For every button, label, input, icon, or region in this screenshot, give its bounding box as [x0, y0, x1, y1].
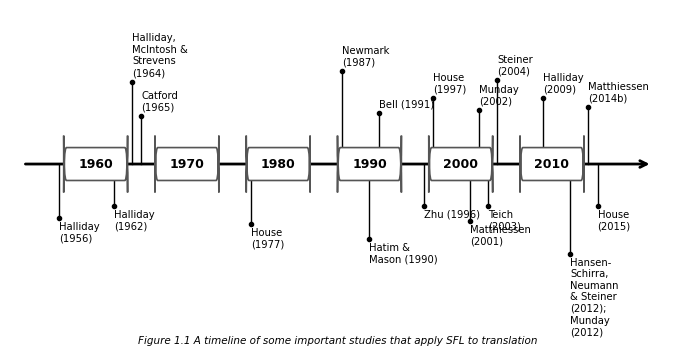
Text: Halliday
(1956): Halliday (1956)	[59, 222, 100, 243]
Text: Teich
(2003): Teich (2003)	[488, 210, 521, 231]
FancyBboxPatch shape	[520, 136, 584, 192]
Text: Halliday,
McIntosh &
Strevens
(1964): Halliday, McIntosh & Strevens (1964)	[132, 33, 188, 78]
Text: 2010: 2010	[535, 157, 570, 171]
Text: Halliday
(2009): Halliday (2009)	[543, 73, 583, 95]
Text: 1970: 1970	[169, 157, 205, 171]
Text: Halliday
(1962): Halliday (1962)	[114, 210, 155, 231]
Text: Bell (1991): Bell (1991)	[379, 99, 434, 110]
FancyBboxPatch shape	[246, 136, 310, 192]
FancyBboxPatch shape	[155, 136, 219, 192]
Text: Newmark
(1987): Newmark (1987)	[342, 46, 389, 68]
Text: 2000: 2000	[443, 157, 478, 171]
Text: 1990: 1990	[352, 157, 387, 171]
Text: House
(1997): House (1997)	[433, 73, 466, 95]
Text: Steiner
(2004): Steiner (2004)	[497, 55, 533, 76]
Text: Matthiessen
(2001): Matthiessen (2001)	[470, 225, 531, 246]
Text: Hansen-
Schirra,
Neumann
& Steiner
(2012);
Munday
(2012): Hansen- Schirra, Neumann & Steiner (2012…	[570, 258, 619, 337]
Text: Catford
(1965): Catford (1965)	[141, 91, 178, 112]
FancyBboxPatch shape	[338, 136, 402, 192]
Text: Hatim &
Mason (1990): Hatim & Mason (1990)	[369, 243, 438, 264]
Text: Munday
(2002): Munday (2002)	[479, 85, 518, 106]
Text: Matthiessen
(2014b): Matthiessen (2014b)	[589, 82, 649, 103]
FancyBboxPatch shape	[429, 136, 493, 192]
Text: House
(2015): House (2015)	[597, 210, 630, 231]
Text: 1980: 1980	[261, 157, 296, 171]
Text: 1960: 1960	[78, 157, 113, 171]
Text: House
(1977): House (1977)	[251, 228, 284, 249]
Text: Zhu (1996): Zhu (1996)	[424, 210, 480, 220]
FancyBboxPatch shape	[63, 136, 128, 192]
Text: Figure 1.1 A timeline of some important studies that apply SFL to translation: Figure 1.1 A timeline of some important …	[138, 335, 537, 346]
